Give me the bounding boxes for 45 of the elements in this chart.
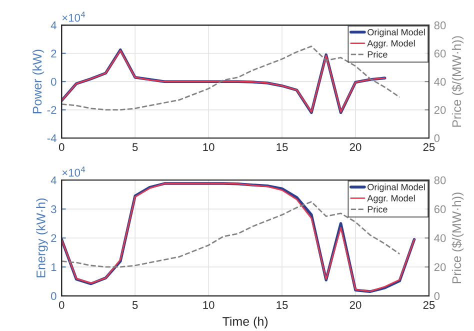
y2-tick-label: 80 (434, 21, 446, 30)
y2-tick-label: 0 (434, 134, 440, 142)
y-tick-label: 4 (50, 22, 56, 30)
legend-label: Price (368, 206, 388, 213)
x-tick-label: 5 (132, 301, 138, 309)
legend-label: Aggr. Model (367, 194, 415, 204)
x-tick-label: 25 (423, 143, 435, 152)
y2-tick-label: 40 (434, 78, 446, 86)
x-tick-label: 10 (203, 143, 214, 152)
y-tick-label: 0 (51, 78, 56, 86)
y-tick-label: -4 (47, 134, 56, 142)
y2-tick-label: 20 (434, 263, 446, 272)
y2-tick-label: 40 (434, 234, 446, 242)
x-axis-title: Time (h) (222, 316, 268, 328)
legend-label: Price (368, 51, 388, 58)
y-tick-label: 3 (51, 205, 56, 214)
y-tick-label: 2 (51, 234, 56, 242)
legend-label: Aggr. Model (367, 40, 415, 48)
legend-label: Original Model (368, 28, 425, 38)
y2-tick-label: 60 (434, 50, 446, 58)
y-tick-label: 4 (50, 176, 56, 184)
y-tick-label: -2 (47, 106, 56, 114)
x-tick-label: 15 (276, 301, 288, 309)
x-tick-label: 0 (58, 301, 64, 309)
x-tick-label: 0 (58, 143, 64, 152)
y-axis-title: Energy (kW·h) (36, 198, 48, 278)
y2-tick-label: 0 (434, 292, 440, 300)
x-tick-label: 25 (423, 301, 435, 309)
x-tick-label: 15 (276, 143, 288, 152)
y2-axis-title: Price ($/(MW·h)) (452, 192, 464, 284)
y2-axis-title: Price ($/(MW·h)) (452, 36, 464, 127)
y2-tick-label: 60 (434, 205, 446, 214)
legend-label: Original Model (368, 184, 425, 192)
x-tick-label: 20 (350, 143, 362, 152)
x-tick-label: 5 (132, 143, 138, 152)
x-tick-label: 20 (350, 301, 362, 309)
text: ×10$^{4}$ (62, 12, 86, 22)
y-axis-title: Power (kW) (32, 50, 44, 114)
x-tick-label: 10 (203, 301, 214, 309)
text: ×10$^{4}$ (62, 166, 86, 177)
y-tick-label: 1 (51, 263, 56, 271)
y-tick-label: 0 (51, 292, 56, 300)
y2-tick-label: 80 (434, 176, 446, 184)
y2-tick-label: 20 (434, 106, 446, 114)
y-tick-label: 2 (51, 50, 56, 58)
